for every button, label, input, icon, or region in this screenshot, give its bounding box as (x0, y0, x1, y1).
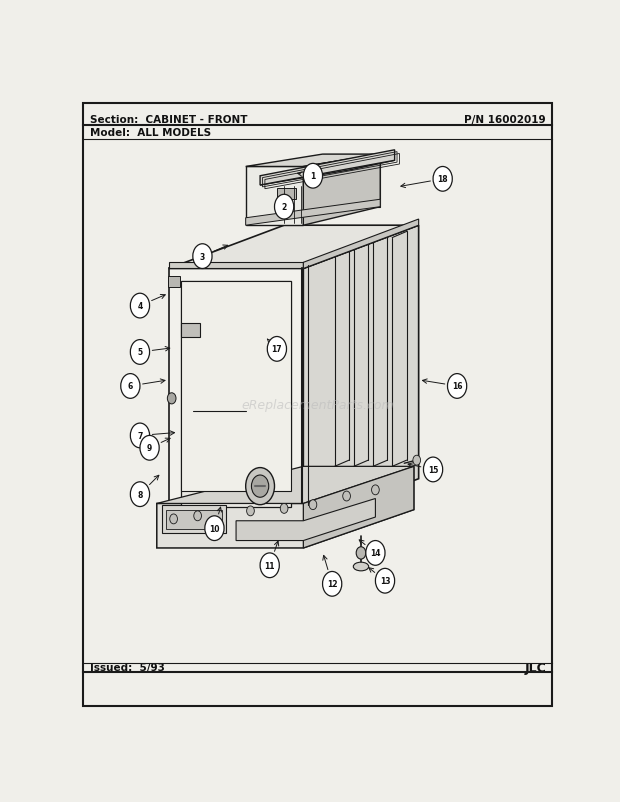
FancyBboxPatch shape (168, 277, 180, 288)
Polygon shape (303, 467, 414, 549)
Text: Issued:  5/93: Issued: 5/93 (89, 662, 164, 672)
Text: JLC: JLC (525, 661, 546, 674)
Text: 18: 18 (437, 175, 448, 184)
Circle shape (267, 337, 286, 362)
Polygon shape (157, 467, 414, 549)
Polygon shape (303, 155, 380, 226)
Text: 13: 13 (380, 577, 390, 585)
Circle shape (303, 164, 322, 189)
Polygon shape (246, 200, 380, 226)
FancyBboxPatch shape (83, 103, 552, 707)
Circle shape (356, 547, 366, 560)
Text: 11: 11 (265, 561, 275, 570)
Circle shape (247, 506, 254, 516)
Text: 2: 2 (281, 203, 286, 212)
Circle shape (371, 485, 379, 495)
Circle shape (413, 456, 420, 465)
Text: 14: 14 (370, 549, 381, 557)
Text: 6: 6 (128, 382, 133, 391)
Text: 8: 8 (137, 490, 143, 499)
Polygon shape (169, 226, 418, 269)
Text: Section:  CABINET - FRONT: Section: CABINET - FRONT (89, 115, 247, 125)
Polygon shape (181, 282, 291, 507)
Polygon shape (322, 155, 380, 208)
Polygon shape (162, 505, 226, 533)
FancyBboxPatch shape (277, 189, 296, 200)
Circle shape (252, 476, 268, 497)
Polygon shape (246, 168, 303, 226)
Ellipse shape (353, 562, 369, 571)
Polygon shape (157, 467, 414, 504)
Circle shape (260, 553, 280, 578)
Circle shape (433, 168, 453, 192)
Text: 4: 4 (138, 302, 143, 310)
Circle shape (130, 340, 149, 365)
Circle shape (205, 516, 224, 541)
Polygon shape (169, 263, 303, 269)
Circle shape (167, 393, 176, 404)
Text: 3: 3 (200, 253, 205, 261)
Text: 1: 1 (311, 172, 316, 181)
Polygon shape (246, 155, 380, 168)
Polygon shape (166, 510, 222, 530)
Text: 16: 16 (452, 382, 463, 391)
Circle shape (194, 511, 202, 521)
Text: 12: 12 (327, 580, 337, 589)
Circle shape (275, 195, 294, 220)
FancyBboxPatch shape (181, 323, 200, 337)
Polygon shape (236, 499, 376, 541)
Text: 7: 7 (137, 431, 143, 440)
Circle shape (322, 572, 342, 597)
Text: 10: 10 (209, 524, 219, 533)
Text: 17: 17 (272, 345, 282, 354)
Circle shape (193, 245, 212, 269)
Circle shape (130, 423, 149, 448)
Text: eReplacementParts.com: eReplacementParts.com (241, 399, 394, 411)
Circle shape (375, 569, 394, 593)
Polygon shape (260, 161, 394, 186)
Polygon shape (169, 269, 303, 522)
Circle shape (130, 294, 149, 318)
Circle shape (170, 514, 177, 525)
Circle shape (366, 541, 385, 565)
Text: 15: 15 (428, 465, 438, 474)
Circle shape (343, 492, 350, 501)
Text: 9: 9 (147, 444, 152, 453)
Circle shape (448, 374, 467, 399)
Text: 5: 5 (138, 348, 143, 357)
Text: P/N 16002019: P/N 16002019 (464, 115, 546, 125)
Polygon shape (181, 282, 291, 492)
Circle shape (423, 457, 443, 482)
Polygon shape (303, 220, 419, 269)
Circle shape (121, 374, 140, 399)
Text: Model:  ALL MODELS: Model: ALL MODELS (89, 128, 211, 138)
Circle shape (140, 436, 159, 460)
Polygon shape (303, 226, 419, 522)
Circle shape (246, 468, 275, 505)
Polygon shape (260, 151, 394, 186)
Circle shape (130, 482, 149, 507)
Circle shape (280, 504, 288, 514)
Circle shape (309, 500, 317, 510)
